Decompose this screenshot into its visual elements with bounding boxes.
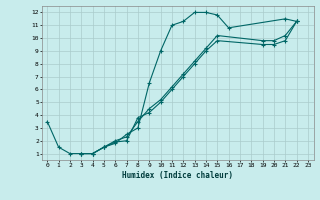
X-axis label: Humidex (Indice chaleur): Humidex (Indice chaleur): [122, 171, 233, 180]
